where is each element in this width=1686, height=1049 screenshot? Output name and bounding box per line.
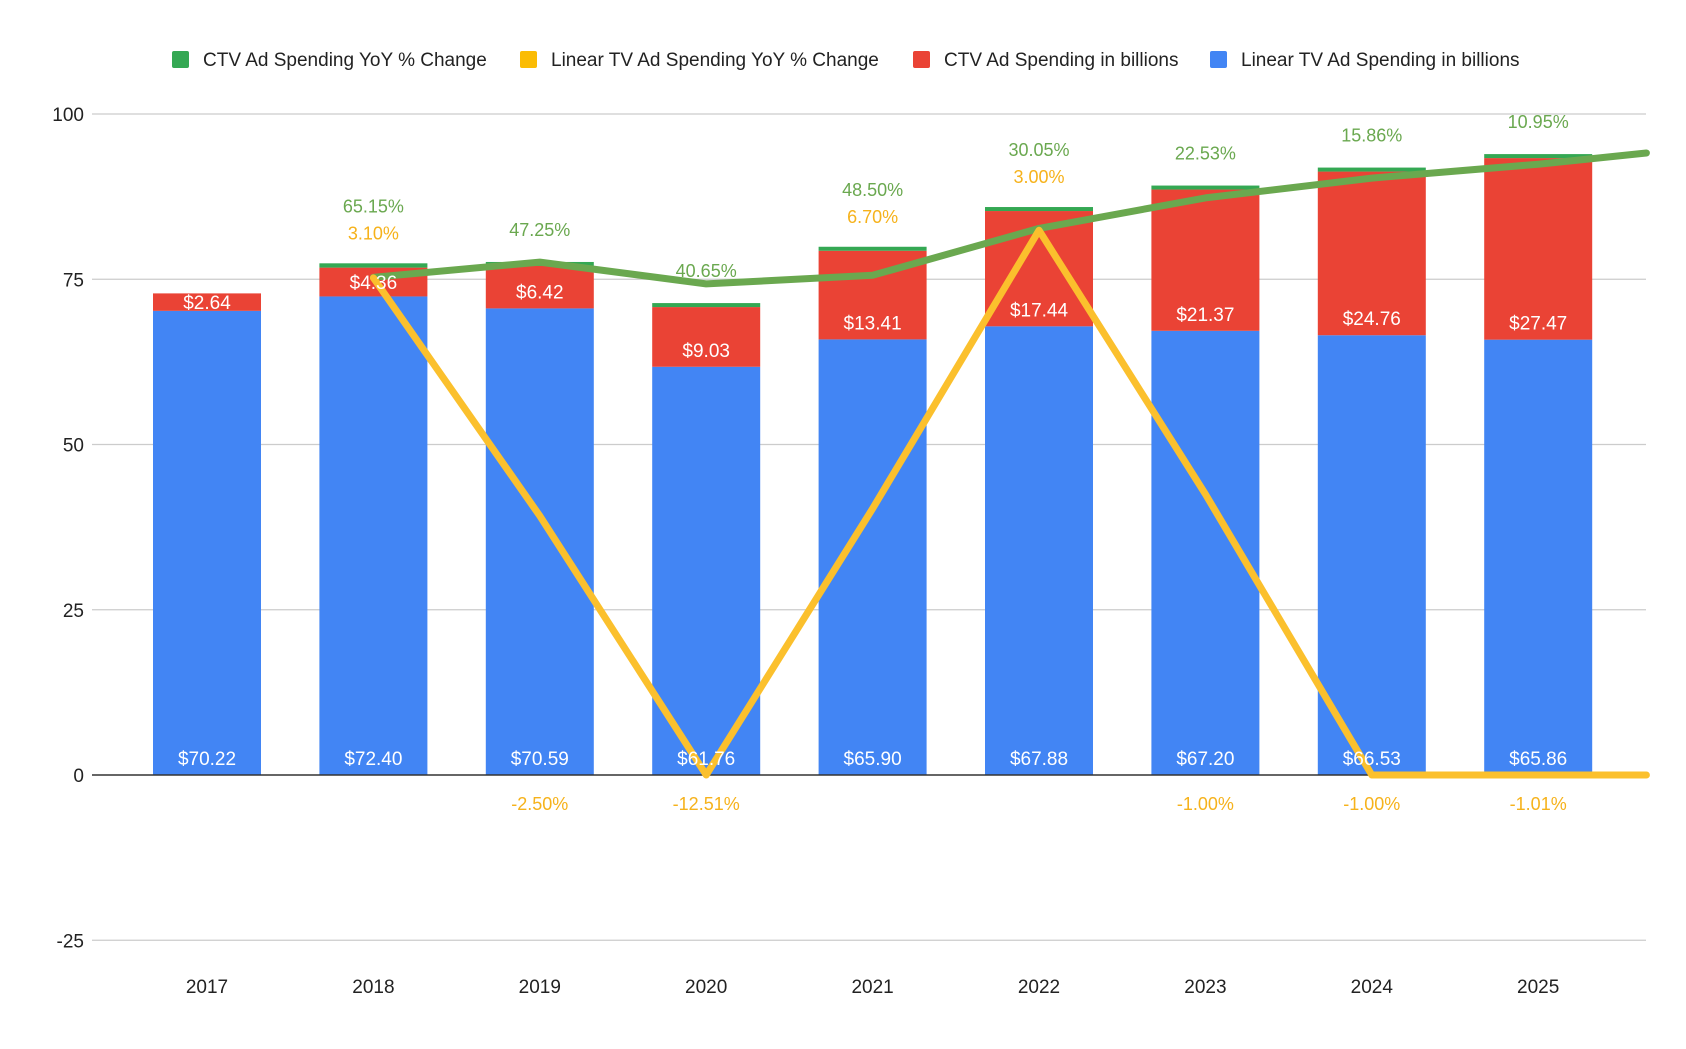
label-linear-2022: $67.88 [1010, 749, 1068, 770]
y-axis-ticks: -25 0 25 50 75 100 [52, 105, 84, 952]
trend-lines [369, 149, 1650, 779]
label-linear-yoy-2019: -2.50% [511, 794, 568, 814]
label-ctv-2020: $9.03 [682, 341, 730, 362]
legend-label-4: Linear TV Ad Spending in billions [1241, 50, 1520, 71]
legend-label-1: CTV Ad Spending YoY % Change [203, 50, 487, 71]
legend-label-2: Linear TV Ad Spending YoY % Change [551, 50, 879, 71]
bar-ctv-yoy-2023 [1151, 185, 1260, 190]
label-ctv-yoy-2018: 65.15% [343, 197, 404, 217]
bar-ctv-2023 [1151, 189, 1260, 331]
label-ctv-yoy-2021: 48.50% [842, 180, 903, 200]
label-ctv-yoy-2025: 10.95% [1508, 112, 1569, 132]
legend-swatch-2 [520, 51, 537, 68]
y-tick-label-0: 0 [73, 766, 84, 787]
legend-swatch-1 [172, 51, 189, 68]
bar-ctv-2025 [1484, 158, 1593, 340]
label-ctv-2017: $2.64 [183, 293, 231, 314]
label-ctv-yoy-2024: 15.86% [1341, 126, 1402, 146]
legend-swatch-4 [1210, 51, 1227, 68]
label-linear-yoy-2018: 3.10% [348, 224, 399, 244]
label-ctv-yoy-2019: 47.25% [509, 220, 570, 240]
bar-ctv-yoy-2021 [818, 246, 927, 251]
label-linear-2025: $65.86 [1509, 749, 1567, 770]
label-linear-yoy-2023: -1.00% [1177, 794, 1234, 814]
bars [153, 154, 1593, 775]
label-linear-2021: $65.90 [844, 749, 902, 770]
label-linear-2023: $67.20 [1176, 749, 1234, 770]
bar-ctv-2017 [153, 293, 261, 311]
y-tick-label--25: -25 [57, 931, 84, 952]
x-tick-label-2019: 2019 [519, 977, 561, 998]
bar-ctv-yoy-2020 [652, 303, 761, 308]
label-linear-2017: $70.22 [178, 749, 236, 770]
data-labels: $70.22 $2.64 $72.40 $4.36 65.15% 3.10% $70.59 $… [178, 112, 1569, 814]
bar-linear-2020 [652, 366, 761, 775]
label-linear-yoy-2022: 3.00% [1013, 167, 1064, 187]
x-tick-label-2024: 2024 [1351, 977, 1394, 998]
label-linear-yoy-2021: 6.70% [847, 207, 898, 227]
bar-ctv-yoy-2025 [1484, 154, 1593, 159]
bar-ctv-yoy-2018 [319, 263, 428, 268]
bar-linear-2017 [153, 310, 261, 775]
label-ctv-2025: $27.47 [1509, 314, 1567, 335]
bar-ctv-yoy-2022 [985, 207, 1093, 212]
bar-linear-2018 [319, 296, 428, 775]
label-ctv-2024: $24.76 [1343, 309, 1401, 330]
label-ctv-2019: $6.42 [516, 282, 564, 303]
legend-swatch-3 [913, 51, 930, 68]
label-ctv-yoy-2023: 22.53% [1175, 144, 1236, 164]
y-tick-label-100: 100 [52, 105, 84, 126]
label-ctv-2022: $17.44 [1010, 300, 1069, 321]
x-tick-label-2022: 2022 [1018, 977, 1060, 998]
x-tick-label-2025: 2025 [1517, 977, 1559, 998]
bar-ctv-yoy-2024 [1317, 167, 1426, 172]
y-tick-label-75: 75 [63, 270, 84, 291]
x-tick-label-2023: 2023 [1184, 977, 1226, 998]
label-ctv-yoy-2020: 40.65% [676, 261, 737, 281]
y-tick-label-25: 25 [63, 601, 84, 622]
linear-trend-line [369, 226, 1650, 779]
label-linear-2019: $70.59 [511, 749, 569, 770]
legend: CTV Ad Spending YoY % Change Linear TV Ad… [172, 50, 1520, 71]
x-tick-label-2017: 2017 [186, 977, 228, 998]
x-tick-label-2020: 2020 [685, 977, 727, 998]
label-ctv-2023: $21.37 [1176, 305, 1234, 326]
x-axis-ticks: 2017 2018 2019 2020 2021 2022 2023 2024 2025 [186, 977, 1559, 998]
y-tick-label-50: 50 [63, 436, 84, 457]
label-ctv-yoy-2022: 30.05% [1008, 140, 1069, 160]
x-tick-label-2021: 2021 [851, 977, 893, 998]
x-tick-label-2018: 2018 [352, 977, 394, 998]
bar-ctv-2019 [485, 265, 594, 309]
label-linear-2018: $72.40 [344, 749, 402, 770]
label-linear-2020: $61.76 [677, 749, 735, 770]
bar-linear-2025 [1484, 339, 1593, 775]
label-linear-yoy-2025: -1.01% [1510, 794, 1567, 814]
label-linear-2024: $66.53 [1343, 749, 1401, 770]
bar-ctv-2020 [652, 307, 761, 367]
bar-linear-2024 [1317, 335, 1426, 775]
bar-linear-2021 [818, 339, 927, 775]
bar-linear-2019 [485, 308, 594, 775]
label-linear-yoy-2020: -12.51% [673, 794, 740, 814]
legend-label-3: CTV Ad Spending in billions [944, 50, 1178, 71]
bar-linear-2022 [985, 326, 1093, 775]
label-linear-yoy-2024: -1.00% [1343, 794, 1400, 814]
bar-ctv-2024 [1317, 171, 1426, 336]
label-ctv-2021: $13.41 [844, 313, 902, 334]
label-ctv-2018: $4.36 [350, 273, 398, 294]
